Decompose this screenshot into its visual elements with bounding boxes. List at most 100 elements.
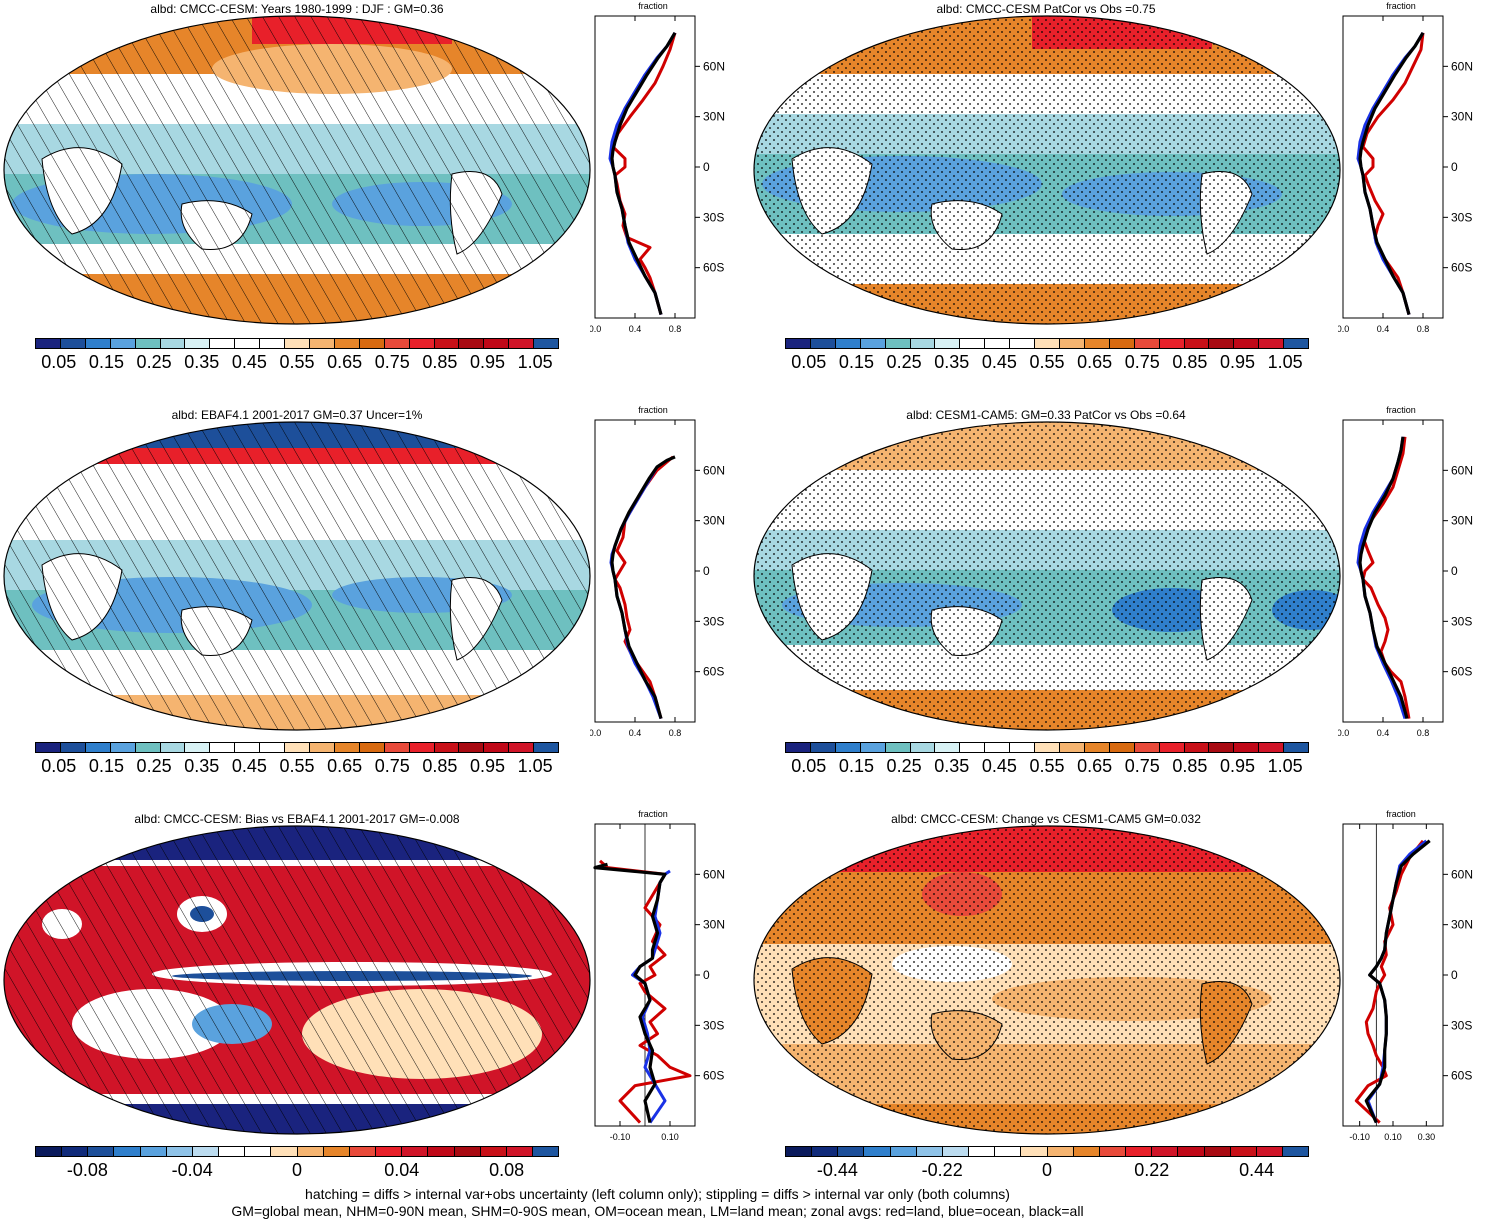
colorbar-swatch [60, 743, 86, 752]
colorbar-swatch [185, 339, 211, 348]
colorbar-swatch [384, 743, 410, 752]
colorbar-tick-label: 0.35 [184, 756, 220, 776]
colorbar-swatch [110, 743, 136, 752]
zonal-plot-1: fraction 60N 30N 0 30S 60S 0.0 0.4 0.8 [590, 1, 725, 334]
map-panel-4 [753, 421, 1341, 731]
x-tick-label: 0.8 [1417, 324, 1430, 334]
zonal-xlabel: fraction [1386, 1, 1416, 11]
colorbar-swatch [835, 743, 861, 752]
colorbar-tick-label: 0.15 [838, 352, 874, 372]
colorbar-swatch [85, 743, 111, 752]
colorbar-swatch [810, 743, 836, 752]
colorbar-swatch [1021, 1147, 1048, 1156]
x-tick-label: -0.10 [610, 1132, 631, 1142]
colorbar-tick-label: 0.85 [1172, 352, 1208, 372]
x-tick-label: 0.4 [629, 324, 642, 334]
colorbar-tick-label: 0.05 [41, 756, 77, 776]
colorbar-swatch [235, 339, 261, 348]
x-tick-label: 0.4 [1377, 728, 1390, 738]
colorbar-swatch [1099, 1147, 1127, 1156]
lat-tick-label: 30S [1451, 210, 1472, 224]
colorbar-swatch [1234, 339, 1260, 348]
colorbar-swatch [1010, 339, 1036, 348]
x-tick-label: 0.4 [629, 728, 642, 738]
colorbar-1 [35, 338, 559, 349]
colorbar-swatch [1209, 743, 1235, 752]
colorbar-swatch [219, 1147, 246, 1156]
colorbar-swatch [135, 743, 161, 752]
colorbar-tick-label: 0.35 [934, 352, 970, 372]
colorbar-swatch [864, 1147, 891, 1156]
footer-note-1: hatching = diffs > internal var+obs unce… [305, 1186, 1010, 1202]
colorbar-swatch [960, 339, 986, 348]
colorbar-swatch [1126, 1147, 1153, 1156]
colorbar-tick-label: 0.05 [791, 756, 827, 776]
colorbar-swatch [1230, 1147, 1257, 1156]
lat-tick-label: 30N [703, 514, 725, 528]
panel-title-3: albd: EBAF4.1 2001-2017 GM=0.37 Uncer=1% [171, 408, 423, 422]
colorbar-swatch [334, 743, 360, 752]
colorbar-swatch [1256, 1147, 1283, 1156]
colorbar-swatch [1134, 743, 1160, 752]
colorbar-tick-label: 0.65 [1077, 756, 1113, 776]
colorbar-swatch [271, 1147, 298, 1156]
colorbar-swatch [409, 743, 435, 752]
map-panel-2 [753, 15, 1341, 325]
colorbar-tick-label: 0.05 [41, 352, 77, 372]
lat-tick-label: 30N [1451, 918, 1473, 932]
colorbar-tick-label: 0 [291, 1160, 303, 1180]
colorbar-swatch [62, 1147, 89, 1156]
colorbar-swatch [786, 339, 811, 348]
zonal-plot-5: fraction 60N 30N 0 30S 60S -0.10 0.10 [593, 809, 725, 1142]
colorbar-swatch [1073, 1147, 1100, 1156]
zonal-frame [1342, 823, 1444, 1127]
colorbar-swatch [459, 743, 485, 752]
lat-tick-label: 60S [1451, 665, 1472, 679]
colorbar-swatch [210, 339, 236, 348]
x-tick-label: 0.4 [1377, 324, 1390, 334]
colorbar-swatch [1084, 339, 1110, 348]
zonal-plot-3: fraction 60N 30N 0 30S 60S 0.0 0.4 0.8 [590, 405, 725, 738]
colorbar-swatch [506, 1147, 533, 1156]
colorbar-swatch [942, 1147, 970, 1156]
colorbar-tick-label: 0.55 [279, 352, 315, 372]
x-tick-label: -0.10 [1349, 1132, 1370, 1142]
lat-tick-label: 0 [1451, 564, 1458, 578]
colorbar-swatch [160, 743, 186, 752]
lat-tick-label: 0 [1451, 968, 1458, 982]
series-line-all [1358, 31, 1425, 316]
lat-tick-label: 30S [703, 1018, 724, 1032]
map-panel-6 [753, 825, 1341, 1135]
x-tick-label: 0.0 [590, 324, 601, 334]
series-line-ocean [1356, 436, 1407, 720]
zonal-plot-2: fraction 60N 30N 0 30S 60S 0.0 0.4 0.8 [1338, 1, 1473, 334]
lat-tick-label: 0 [703, 968, 710, 982]
colorbar-tick-label: 0.65 [327, 756, 363, 776]
colorbar-swatch [285, 743, 310, 752]
colorbar-swatch [60, 339, 86, 348]
colorbar-swatch [1184, 339, 1210, 348]
lat-tick-label: 30S [1451, 1018, 1472, 1032]
colorbar-swatch [297, 1147, 324, 1156]
colorbar-swatch [192, 1147, 220, 1156]
lat-tick-label: 0 [703, 564, 710, 578]
colorbar-tick-label: 0 [1041, 1160, 1053, 1180]
colorbar-tick-label: 0.75 [374, 756, 410, 776]
colorbar-swatch [1047, 1147, 1074, 1156]
colorbar-swatch [359, 339, 385, 348]
colorbar-swatch [1134, 339, 1160, 348]
colorbar-swatch [985, 339, 1011, 348]
x-tick-label: 0.8 [1417, 728, 1430, 738]
zonal-plot-4: fraction 60N 30N 0 30S 60S 0.0 0.4 0.8 [1338, 405, 1473, 738]
colorbar-tick-label: 0.25 [136, 352, 172, 372]
colorbar-swatch [860, 339, 886, 348]
lat-tick-label: 0 [1451, 160, 1458, 174]
colorbar-swatch [245, 1147, 272, 1156]
panel-title-6: albd: CMCC-CESM: Change vs CESM1-CAM5 GM… [891, 812, 1201, 826]
lat-tick-label: 0 [703, 160, 710, 174]
colorbar-swatch [36, 743, 61, 752]
colorbar-swatch [1178, 1147, 1205, 1156]
colorbar-swatch [534, 339, 559, 348]
lat-tick-label: 30S [703, 210, 724, 224]
colorbar-tick-label: 1.05 [517, 756, 553, 776]
